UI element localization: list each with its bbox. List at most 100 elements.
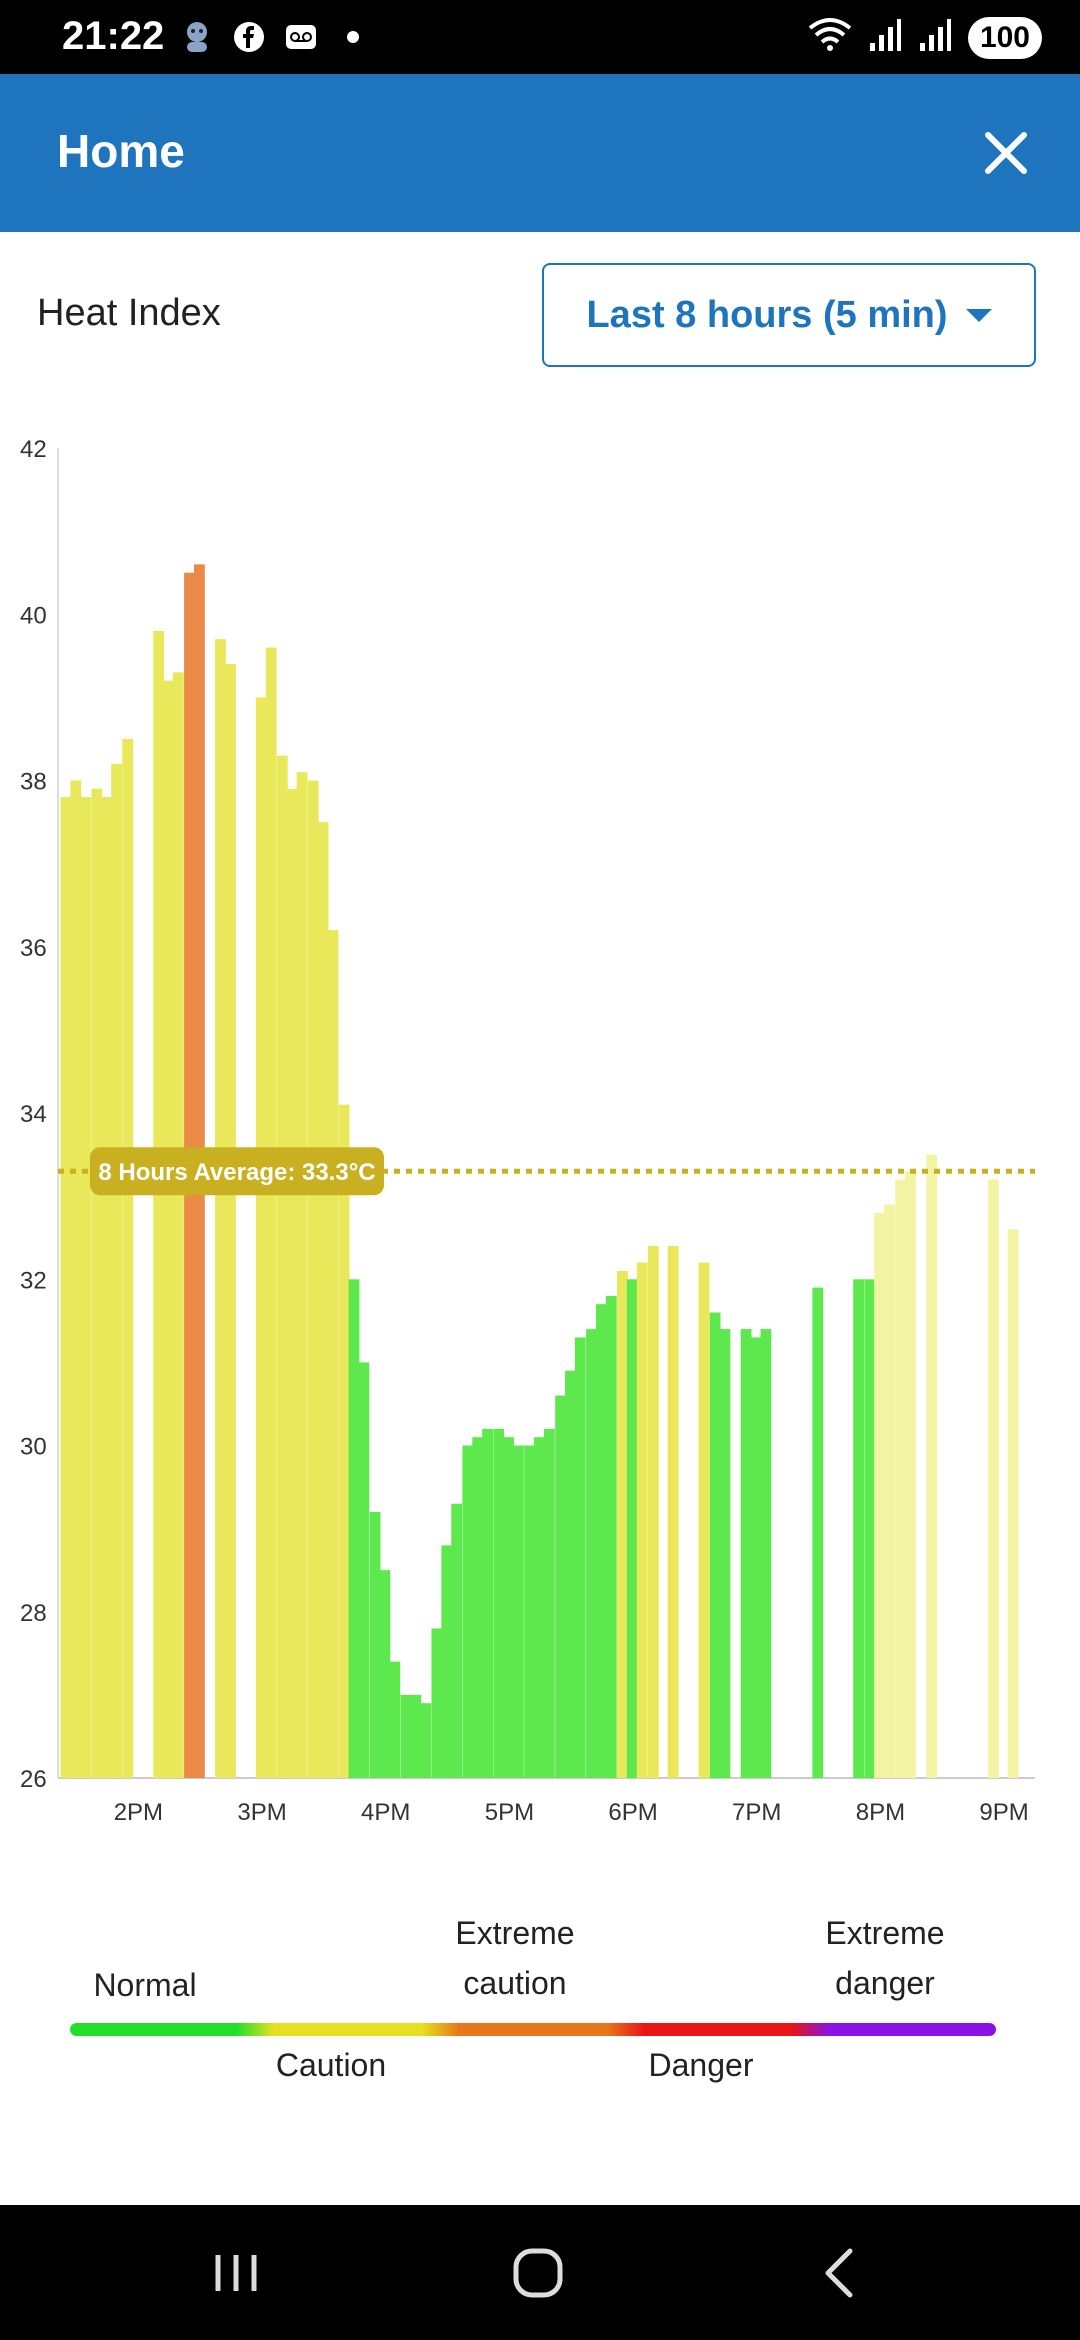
bar xyxy=(420,1703,432,1778)
status-bar: 21:22 100 xyxy=(0,0,1080,74)
bar xyxy=(740,1329,752,1778)
time-range-value: Last 8 hours (5 min) xyxy=(586,293,948,336)
bar xyxy=(389,1661,401,1778)
recent-apps-button[interactable] xyxy=(196,2241,276,2305)
bar xyxy=(80,797,92,1778)
bar xyxy=(626,1279,638,1779)
bar xyxy=(296,772,308,1778)
x-tick-label: 2PM xyxy=(114,1799,163,1826)
voicemail-icon xyxy=(284,20,318,54)
bar xyxy=(853,1279,864,1779)
time-range-dropdown[interactable]: Last 8 hours (5 min) xyxy=(542,263,1036,367)
bar xyxy=(286,788,298,1778)
bar xyxy=(163,680,174,1779)
x-tick-label: 4PM xyxy=(361,1799,410,1826)
y-tick-label: 38 xyxy=(20,769,47,796)
bar xyxy=(379,1570,391,1778)
bar xyxy=(667,1246,679,1778)
battery-level: 100 xyxy=(967,16,1042,59)
bar xyxy=(153,630,164,1778)
back-button[interactable] xyxy=(800,2241,880,2305)
signal-icon xyxy=(868,17,902,58)
y-tick-label: 26 xyxy=(20,1766,47,1793)
system-nav-bar xyxy=(0,2205,1080,2340)
bar xyxy=(760,1329,772,1778)
bar xyxy=(70,780,82,1778)
app-bar: Home xyxy=(0,74,1080,232)
bar xyxy=(605,1295,617,1778)
avatar-icon xyxy=(180,20,214,54)
legend-label-extreme-danger: Extreme danger xyxy=(825,1915,945,2001)
bar xyxy=(431,1628,443,1778)
recent-apps-icon xyxy=(215,2255,257,2291)
bar xyxy=(225,664,236,1778)
y-tick-label: 34 xyxy=(20,1101,47,1128)
bar xyxy=(555,1395,566,1778)
bar xyxy=(482,1428,493,1778)
x-tick-label: 9PM xyxy=(979,1799,1028,1826)
close-button[interactable] xyxy=(972,119,1040,187)
back-icon xyxy=(825,2248,853,2298)
bar xyxy=(874,1212,885,1778)
bar xyxy=(472,1437,484,1778)
home-button[interactable] xyxy=(498,2241,578,2305)
bar xyxy=(60,797,72,1778)
bar xyxy=(255,697,267,1778)
bar xyxy=(265,647,277,1778)
bar xyxy=(338,1104,350,1778)
x-tick-label: 3PM xyxy=(237,1799,286,1826)
bar xyxy=(307,780,319,1778)
system-icons: 100 xyxy=(808,16,1042,59)
chevron-down-icon xyxy=(965,308,992,322)
bar xyxy=(709,1312,721,1778)
bar xyxy=(617,1270,628,1778)
bar xyxy=(410,1694,422,1778)
y-tick-label: 42 xyxy=(20,436,47,463)
bar xyxy=(534,1437,545,1778)
bar xyxy=(647,1246,659,1778)
x-tick-label: 7PM xyxy=(732,1799,781,1826)
bar xyxy=(926,1154,937,1778)
bar xyxy=(586,1329,597,1778)
legend-label-danger: Danger xyxy=(648,2047,754,2083)
notification-icons xyxy=(180,20,370,54)
bar xyxy=(317,822,329,1778)
facebook-icon xyxy=(232,20,266,54)
bar xyxy=(596,1304,607,1778)
bar xyxy=(122,738,134,1778)
bar xyxy=(451,1503,463,1778)
heat-index-chart: 26 28 30 32 34 36 38 40 42 2PM 3PM 4PM 5PM 6PM 7PM 8PM 9… xyxy=(20,436,1035,1826)
x-tick-label: 6PM xyxy=(608,1799,657,1826)
bar xyxy=(698,1262,710,1778)
metric-label: Heat Index xyxy=(37,292,221,334)
legend-label-extreme-caution: Extreme caution xyxy=(455,1915,575,2001)
bar xyxy=(719,1329,731,1778)
bar xyxy=(101,797,113,1778)
bar xyxy=(884,1204,895,1778)
bar xyxy=(503,1437,514,1778)
y-tick-label: 28 xyxy=(20,1600,47,1627)
average-badge xyxy=(90,1147,384,1196)
bar xyxy=(905,1171,916,1778)
average-label: 8 Hours Average: 33.3°C xyxy=(98,1159,375,1186)
bar xyxy=(750,1337,762,1778)
status-time: 21:22 xyxy=(62,14,165,58)
x-tick-label: 8PM xyxy=(856,1799,905,1826)
legend-label-caution: Caution xyxy=(275,2047,387,2083)
bar xyxy=(895,1179,907,1778)
bar xyxy=(524,1445,535,1778)
bar xyxy=(812,1287,824,1778)
bar xyxy=(988,1179,999,1778)
heat-index-scale-bar xyxy=(70,2023,996,2036)
bar xyxy=(173,672,184,1778)
x-tick-label: 5PM xyxy=(485,1799,534,1826)
bar xyxy=(574,1337,586,1778)
bar xyxy=(636,1262,648,1778)
bar xyxy=(91,788,103,1778)
dot-icon xyxy=(336,20,370,54)
bar xyxy=(441,1545,453,1779)
bar xyxy=(400,1694,412,1778)
bar xyxy=(513,1445,524,1778)
legend-label-normal: Normal xyxy=(93,1967,197,2003)
bar xyxy=(348,1279,360,1779)
